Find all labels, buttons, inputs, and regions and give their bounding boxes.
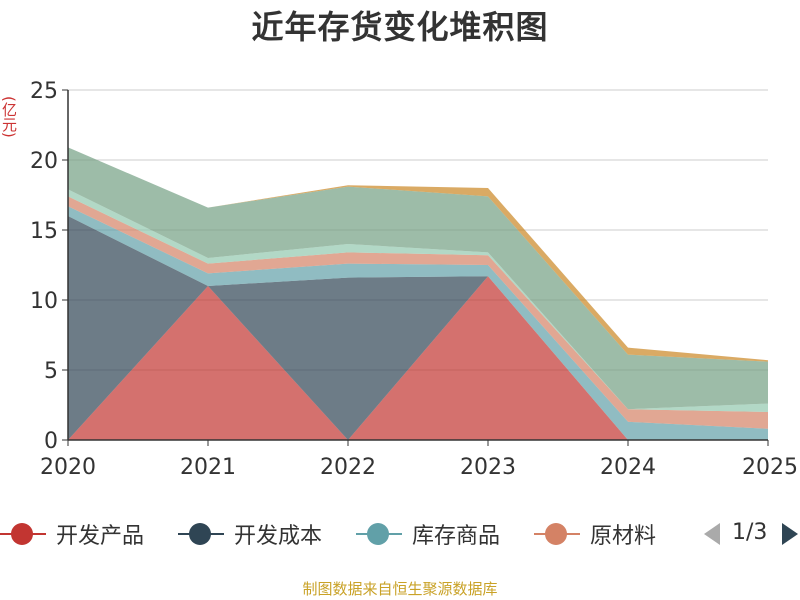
legend-label: 开发成本 [234,524,323,549]
legend-marker [0,514,46,554]
legend-item-yuancailiao[interactable]: 原材料 [534,514,656,554]
chart-title: 近年存货变化堆积图 [251,8,549,46]
x-tick-label: 2020 [40,455,96,480]
x-tick-label: 2025 [742,455,798,480]
legend-item-kucun-shangpin[interactable]: 库存商品 [356,514,500,554]
area-series-5 [68,147,768,410]
x-tick-label: 2023 [460,455,516,480]
legend-marker [356,514,402,554]
y-tick-label: 0 [44,429,58,454]
y-tick-label: 20 [30,149,58,174]
source-note: 制图数据来自恒生聚源数据库 [302,580,498,598]
x-tick-label: 2021 [180,455,236,480]
legend-label: 库存商品 [412,524,501,549]
legend-page-indicator: 1/3 [732,520,768,545]
y-tick-label: 15 [30,219,58,244]
legend-label: 原材料 [590,524,657,549]
y-tick-label: 25 [30,79,58,104]
legend-dot [545,523,567,545]
legend-item-kaifa-chengben[interactable]: 开发成本 [178,514,322,554]
legend-dot [189,523,211,545]
legend-marker [534,514,580,554]
y-tick-label: 5 [44,359,58,384]
area-series-1 [68,216,768,440]
area-series-6 [68,147,768,362]
triangle-left-icon[interactable] [704,523,720,545]
triangle-right-icon[interactable] [782,523,798,545]
legend-dot [11,523,33,545]
y-axis-unit-label: (亿元) [0,96,18,138]
legend-pager: 1/3 [700,514,800,554]
legend-marker [178,514,224,554]
legend-dot [367,523,389,545]
x-tick-label: 2024 [600,455,656,480]
legend: 开发产品 开发成本 库存商品 原材料 [0,514,800,554]
y-tick-label: 10 [30,289,58,314]
legend-item-kaifa-chanpin[interactable]: 开发产品 [0,514,144,554]
legend-label: 开发产品 [56,524,145,549]
x-tick-label: 2022 [320,455,376,480]
